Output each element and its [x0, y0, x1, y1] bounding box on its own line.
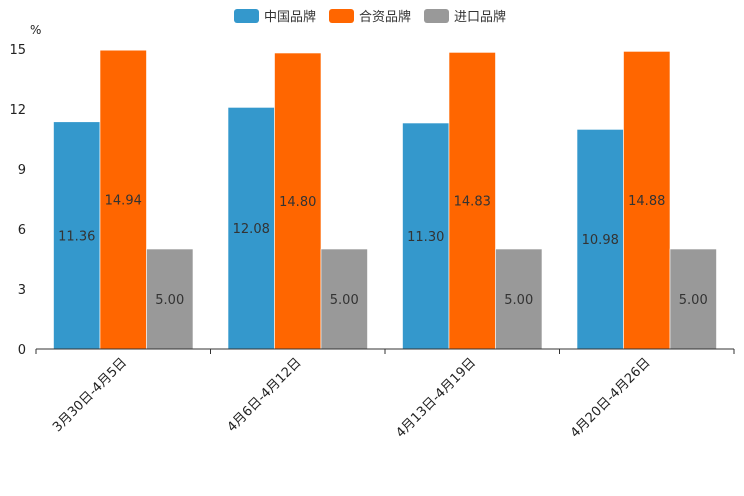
y-tick-label: 6 [18, 223, 26, 238]
bar-value-label: 14.94 [105, 194, 142, 209]
y-axis-unit: % [30, 23, 41, 37]
legend-label-joint-venture-brand[interactable]: 合资品牌 [359, 9, 411, 25]
bar[interactable] [53, 121, 101, 350]
bar-value-label: 11.30 [407, 230, 444, 245]
bar-labels: 11.36 14.94 5.00 12.08 14.80 5.00 11.30 14.83 5.… [58, 194, 708, 308]
x-tick-label: 4月6日-4月12日 [225, 355, 305, 435]
legend-swatch-imported-brand[interactable] [424, 9, 449, 23]
bar[interactable] [448, 52, 496, 350]
legend-label-china-brand[interactable]: 中国品牌 [264, 9, 316, 25]
bar[interactable] [669, 248, 717, 350]
bar-value-label: 5.00 [504, 293, 533, 308]
legend-label-imported-brand[interactable]: 进口品牌 [454, 9, 506, 25]
bar[interactable] [576, 129, 624, 350]
legend-swatch-china-brand[interactable] [234, 9, 259, 23]
bar[interactable] [274, 52, 322, 350]
bar[interactable] [99, 49, 147, 350]
bar-value-label: 14.83 [454, 195, 491, 210]
bar[interactable] [146, 248, 194, 350]
x-tick-label: 4月13日-4月19日 [393, 355, 479, 441]
bar-value-label: 5.00 [330, 293, 359, 308]
y-tick-label: 0 [18, 343, 26, 358]
bar[interactable] [623, 51, 671, 350]
x-tick-label: 4月20日-4月26日 [568, 355, 654, 441]
y-tick-label: 3 [18, 283, 26, 298]
bar-value-label: 10.98 [582, 233, 619, 248]
bar[interactable] [320, 248, 368, 350]
bar-value-label: 14.80 [279, 195, 316, 210]
bar-value-label: 12.08 [233, 222, 270, 237]
bar[interactable] [227, 107, 275, 350]
bar-value-label: 11.36 [58, 229, 95, 244]
legend: 中国品牌 合资品牌 进口品牌 [234, 9, 506, 25]
y-tick-label: 12 [9, 103, 26, 118]
y-axis: 0 3 6 9 12 15 [9, 43, 26, 358]
bars [53, 49, 717, 350]
legend-swatch-joint-venture-brand[interactable] [329, 9, 354, 23]
x-axis: 3月30日-4月5日 4月6日-4月12日 4月13日-4月19日 4月20日-4月2… [35, 349, 735, 441]
x-tick-label: 3月30日-4月5日 [50, 355, 130, 435]
bar-value-label: 5.00 [679, 293, 708, 308]
y-tick-label: 9 [18, 163, 26, 178]
y-tick-label: 15 [9, 43, 26, 58]
bar-value-label: 14.88 [628, 194, 665, 209]
bar-value-label: 5.00 [155, 293, 184, 308]
